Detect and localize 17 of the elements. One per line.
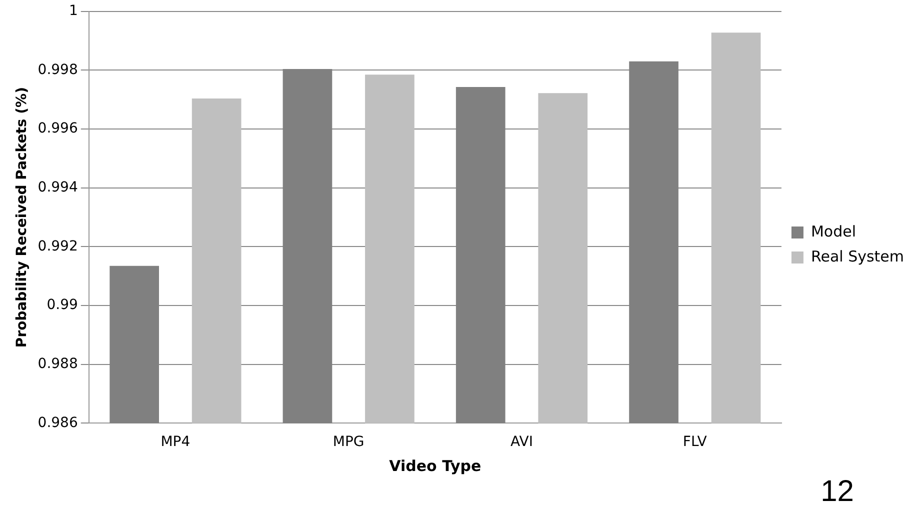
legend-label: Real System <box>810 247 904 266</box>
legend-label: Model <box>810 222 856 240</box>
y-tick-label: 0.992 <box>38 238 78 254</box>
y-tick-label: 0.994 <box>38 180 78 196</box>
y-tick-label: 1 <box>68 3 78 20</box>
y-tick-label: 0.988 <box>38 356 78 372</box>
y-tick-label: 0.996 <box>38 120 78 137</box>
y-tick-label: 0.99 <box>46 297 78 314</box>
y-tick-label: 0.986 <box>38 414 78 431</box>
y-axis-title: Probability Received Packets (%) <box>14 87 30 348</box>
text: 12 <box>820 475 854 509</box>
x-tick-label: MPG <box>332 434 364 450</box>
x-axis-title: Video Type <box>389 456 482 475</box>
x-tick-label: MP4 <box>160 434 190 450</box>
x-tick-label: FLV <box>682 434 708 450</box>
x-tick-label: AVI <box>510 434 533 450</box>
y-tick-label: 0.998 <box>38 62 78 78</box>
